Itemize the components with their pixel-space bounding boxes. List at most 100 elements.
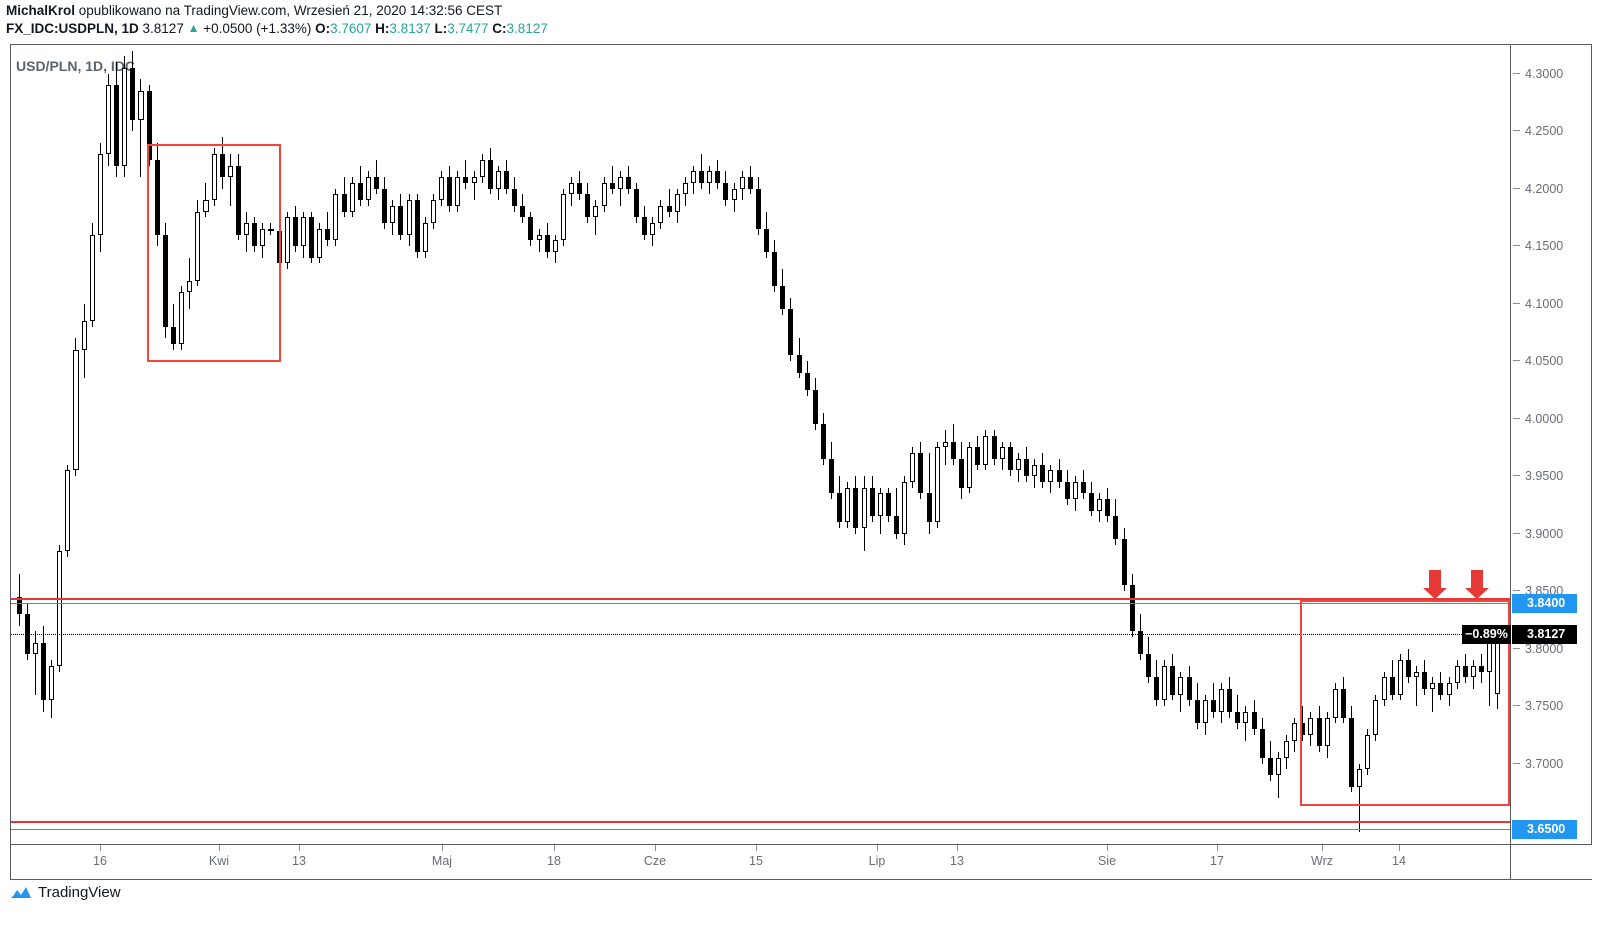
price-tick: 4.1000 <box>1511 297 1563 311</box>
candle-body <box>1048 470 1054 482</box>
candle-body <box>837 493 843 523</box>
candle-body <box>414 200 420 252</box>
time-axis[interactable]: 16 Kwi 13 Maj 18 Cze 15 Lip 13 Sie 17 Wrz 14 <box>10 845 1592 880</box>
candle-body <box>1178 677 1184 695</box>
candle-body <box>479 159 485 178</box>
price-tick: 4.1500 <box>1511 239 1563 253</box>
candle-body <box>707 171 713 183</box>
time-tick-label: 13 <box>292 854 306 868</box>
annotation-bottom-line <box>11 821 1510 823</box>
candle-body <box>560 194 566 241</box>
candle-body <box>926 493 932 523</box>
close-label: C: <box>492 21 507 36</box>
candle-body <box>57 550 63 666</box>
candle-body <box>528 217 534 241</box>
candle-body <box>747 177 753 189</box>
candle-body <box>739 177 745 189</box>
tick-label: 4.3000 <box>1525 66 1564 81</box>
tradingview-logo[interactable]: TradingView <box>10 884 121 901</box>
candle-body <box>260 228 266 247</box>
time-tick <box>1399 845 1400 851</box>
candle-body <box>1080 481 1086 494</box>
candle-body <box>49 665 55 701</box>
price-tick: 4.0000 <box>1511 412 1563 426</box>
candle-body <box>1479 665 1485 672</box>
tradingview-mountain-icon <box>11 886 31 898</box>
price-tick: 3.7000 <box>1511 757 1563 771</box>
support-line-3-8400[interactable] <box>11 602 1510 604</box>
price-axis[interactable]: 4.3000 4.2500 4.2000 4.1500 4.1000 4.0500 4.00… <box>1510 44 1592 845</box>
price-tick: 3.9500 <box>1511 469 1563 483</box>
candle-wick <box>34 631 36 695</box>
support-line-3-6500[interactable] <box>11 829 1510 830</box>
consolidation-zone-left[interactable] <box>147 144 281 362</box>
candle-body <box>105 85 111 155</box>
candle-body <box>1292 723 1298 741</box>
candle-body <box>999 447 1005 459</box>
candle-wick <box>1302 706 1304 741</box>
candle-body <box>1284 740 1290 758</box>
candle-body <box>1089 493 1095 511</box>
candle-wick <box>1237 694 1239 730</box>
candle-body <box>333 194 339 241</box>
last-price: 3.8127 <box>142 21 184 36</box>
candle-body <box>731 188 737 201</box>
candle-body <box>1340 688 1346 718</box>
candle-body <box>1129 585 1135 632</box>
candle-body <box>975 447 981 465</box>
candle-body <box>1389 677 1395 695</box>
candle-body <box>1170 665 1176 695</box>
candle-body <box>1381 677 1387 701</box>
candle-wick <box>668 188 670 218</box>
candle-wick <box>701 154 703 189</box>
open-value: 3.7607 <box>330 21 372 36</box>
last-price-line[interactable] <box>11 633 1510 635</box>
candle-body <box>1462 665 1468 678</box>
annotation-top-line <box>11 597 1510 600</box>
price-tick: 3.7500 <box>1511 699 1563 713</box>
candle-body <box>211 154 217 201</box>
candle-body <box>357 182 363 201</box>
candle-body <box>780 286 786 310</box>
low-value: 3.7477 <box>447 21 489 36</box>
candle-body <box>983 435 989 465</box>
candle-body <box>1162 665 1168 701</box>
tick-label: 3.9000 <box>1525 526 1564 541</box>
price-plot-area[interactable] <box>11 45 1510 844</box>
chart-symbol-legend: USD/PLN, 1D, IDC <box>16 58 136 74</box>
candle-body <box>1064 481 1070 500</box>
candle-body <box>682 182 688 195</box>
candle-body <box>300 217 306 247</box>
candle-body <box>398 205 404 235</box>
tick-dash <box>1513 187 1520 189</box>
candle-body <box>1032 464 1038 477</box>
tick-label: 3.7000 <box>1525 756 1564 771</box>
candle-body <box>861 487 867 528</box>
time-tick-label: 13 <box>950 854 964 868</box>
candle-body <box>1154 677 1160 701</box>
candle-body <box>690 171 696 183</box>
candle-body <box>512 188 518 206</box>
candle-body <box>1446 683 1452 695</box>
candle-body <box>1145 654 1151 678</box>
price-badge-3-6500[interactable]: 3.6500 <box>1512 820 1577 839</box>
time-tick <box>957 845 958 851</box>
candle-body <box>97 154 103 235</box>
arrow-head <box>1423 588 1447 599</box>
price-badge-3-8400[interactable]: 3.8400 <box>1512 593 1577 613</box>
down-arrow-2-icon <box>1465 570 1489 600</box>
tick-label: 4.1500 <box>1525 239 1564 254</box>
time-axis-separator <box>1510 845 1511 880</box>
consolidation-zone-right[interactable] <box>1300 600 1510 806</box>
candle-body <box>1194 700 1200 724</box>
tick-dash <box>1513 532 1520 534</box>
time-tick-label: 18 <box>547 854 561 868</box>
candle-body <box>536 234 542 241</box>
candle-body <box>1267 757 1273 775</box>
candle-body <box>1056 470 1062 482</box>
time-tick-label: 16 <box>93 854 107 868</box>
candle-body <box>967 447 973 488</box>
candle-body <box>552 240 558 252</box>
candle-body <box>1202 700 1208 724</box>
price-badge-3-8127[interactable]: 3.8127 <box>1512 624 1577 644</box>
